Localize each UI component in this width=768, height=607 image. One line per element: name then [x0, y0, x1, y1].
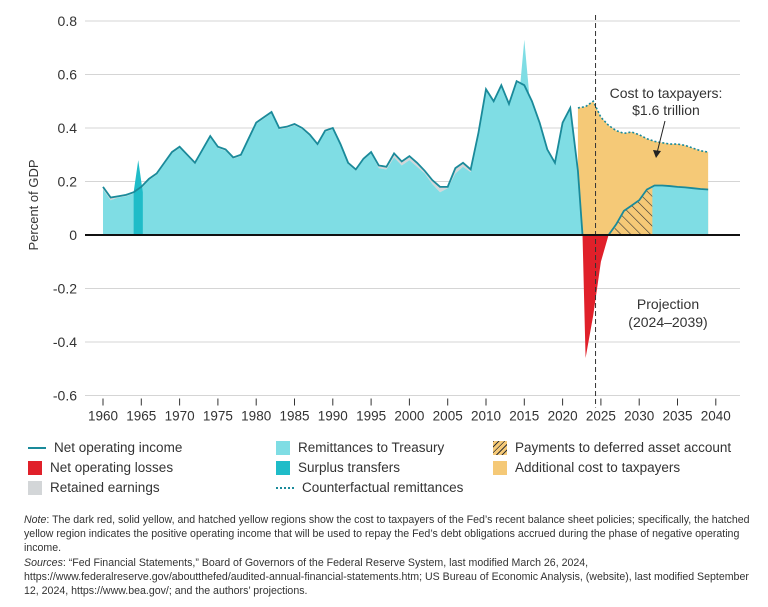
- x-tick-label: 1970: [165, 409, 195, 424]
- x-tick-label: 1995: [356, 409, 386, 424]
- x-tick-label: 1990: [318, 409, 348, 424]
- x-tick-label: 1980: [241, 409, 271, 424]
- legend-swatch: [276, 460, 290, 475]
- legend-label: Net operating income: [54, 440, 183, 455]
- x-tick-label: 2030: [624, 409, 654, 424]
- sources-label: Sources: [24, 556, 63, 569]
- projected-remittances-area: [652, 185, 709, 235]
- y-tick-label: 0.2: [58, 174, 78, 190]
- annotation-projection-1: Projection: [637, 296, 699, 312]
- annotation-arrowhead: [653, 150, 661, 158]
- annotation-cost-2: $1.6 trillion: [632, 102, 700, 118]
- legend-item: Payments to deferred asset account: [493, 440, 731, 455]
- annotation-projection-2: (2024–2039): [628, 314, 707, 330]
- x-tick-label: 2015: [509, 409, 539, 424]
- y-tick-label: -0.6: [53, 388, 77, 404]
- sources-text: : “Fed Financial Statements,” Board of G…: [24, 556, 749, 598]
- x-tick-label: 1960: [88, 409, 118, 424]
- y-tick-label: 0.6: [58, 67, 78, 83]
- x-tick-label: 1975: [203, 409, 233, 424]
- x-tick-label: 2025: [586, 409, 616, 424]
- legend-swatch: [276, 440, 290, 455]
- note-label: Note: [24, 514, 47, 526]
- legend-swatch: [28, 446, 46, 449]
- annotation-arrow: [656, 120, 666, 154]
- note-text: : The dark red, solid yellow, and hatche…: [24, 514, 750, 555]
- notes: Note: The dark red, solid yellow, and ha…: [24, 513, 754, 598]
- surplus-transfer-spike: [133, 160, 143, 235]
- legend-label: Payments to deferred asset account: [515, 440, 732, 455]
- x-tick-label: 2010: [471, 409, 501, 424]
- legend-item: Net operating income: [28, 440, 182, 455]
- legend-swatch: [493, 440, 507, 455]
- legend-label: Counterfactual remittances: [302, 480, 464, 495]
- remittances-area: [103, 82, 583, 236]
- legend-swatch: [28, 460, 42, 475]
- y-tick-label: 0.4: [58, 120, 78, 136]
- surplus-transfer-spike: [519, 39, 529, 235]
- legend-item: Additional cost to taxpayers: [493, 460, 680, 475]
- chart: 0.8 0.6 0.4 0.2 0 -0.2 -0.4 -0.6 1960 1965 1970 197…: [26, 13, 740, 424]
- legend-item: Surplus transfers: [276, 460, 400, 475]
- deferred-asset-payments-area: [612, 186, 653, 235]
- legend-label: Net operating losses: [50, 460, 174, 475]
- y-tick-label: 0: [69, 227, 77, 243]
- x-tick-label: 2040: [701, 409, 731, 424]
- legend-item: Remittances to Treasury: [276, 440, 444, 455]
- legend-label: Additional cost to taxpayers: [515, 460, 681, 475]
- legend-label: Retained earnings: [50, 480, 160, 495]
- y-tick-label: -0.2: [53, 281, 77, 297]
- x-tick-label: 2035: [662, 409, 692, 424]
- x-tick-label: 2005: [433, 409, 463, 424]
- legend-item: Counterfactual remittances: [276, 480, 463, 495]
- y-tick-label: 0.8: [58, 13, 78, 29]
- counterfactual-remittances-line: [577, 100, 709, 153]
- x-tick-label: 2000: [394, 409, 424, 424]
- y-tick-label: -0.4: [53, 334, 77, 350]
- x-tick-label: 2020: [548, 409, 578, 424]
- x-tick-label: 1985: [279, 409, 309, 424]
- y-axis-label: Percent of GDP: [26, 159, 41, 250]
- legend-swatch: [493, 460, 507, 475]
- legend-label: Surplus transfers: [298, 460, 401, 475]
- legend-item: Retained earnings: [28, 480, 160, 495]
- legend-swatch: [28, 480, 42, 495]
- x-tick-label: 1965: [126, 409, 156, 424]
- annotation-cost-1: Cost to taxpayers:: [610, 85, 723, 101]
- legend-swatch: [276, 486, 294, 489]
- legend-label: Remittances to Treasury: [298, 440, 445, 455]
- legend-item: Net operating losses: [28, 460, 173, 475]
